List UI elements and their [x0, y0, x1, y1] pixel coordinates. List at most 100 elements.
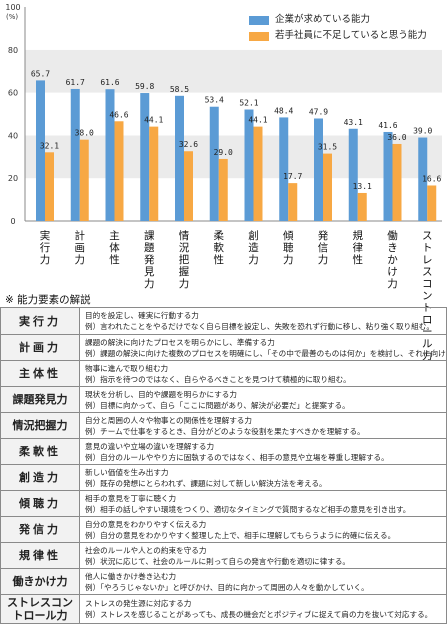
- definition-example: 例）指示を待つのではなく、自らやるべきことを見つけて積極的に取り組む。: [85, 374, 351, 384]
- bar-value-label: 32.1: [40, 141, 59, 150]
- legend-item-series-2: 若手社員に不足していると思う能力: [249, 28, 427, 44]
- definition-row: 情況把握力 自分と周囲の人々や物事との関係性を理解する力 例）チームで仕事をするとき…: [0, 412, 447, 439]
- bar-value-label: 65.7: [31, 69, 50, 78]
- bar-series-2: [427, 185, 437, 221]
- definition-description: 自分と周囲の人々や物事との関係性を理解する力 例）チームで仕事をするとき、自分がど…: [79, 412, 447, 439]
- bar-series-1: [140, 93, 150, 221]
- definition-term: 柔軟性: [0, 438, 80, 465]
- bar-series-1: [244, 109, 254, 221]
- definition-row: 課題発見力 現状を分析し、目的や課題を明らかにする力 例）目標に向かって、自ら「ここ…: [0, 386, 447, 413]
- category-label: 発 信 力: [317, 230, 329, 266]
- legend-item-series-1: 企業が求めている能力: [249, 12, 427, 28]
- definition-example: 例）相手の話しやすい環境をつくり、適切なタイミングで質問するなど相手の意見を引き…: [85, 504, 411, 514]
- bar-value-label: 46.6: [109, 110, 128, 119]
- definition-row: ストレスコン トロール力 ストレスの発生源に対応する力例）ストレスを感じることがあ…: [0, 594, 447, 624]
- definition-example: 例）課題の解決に向けた複数のプロセスを明確にし、「その中で最善のものは何か」を検…: [85, 348, 446, 358]
- definition-summary: 課題の解決に向けたプロセスを明らかにし、準備する力: [85, 337, 275, 347]
- definition-term: 実行力: [0, 307, 80, 335]
- y-tick-label: 20: [8, 174, 18, 183]
- category-label: 傾 聴 力: [283, 230, 294, 266]
- bar-chart: 0 20 40 60 80 100(%) 65.7 32.1 61.7 38.0 61.6 46.6 5…: [5, 3, 442, 226]
- bar-series-1: [418, 137, 428, 221]
- bar-series-2: [357, 192, 367, 221]
- definition-row: 働きかけ力 他人に働きかけ巻き込む力 例）「やろうじゃないか」と呼びかけ、目的に向か…: [0, 568, 447, 595]
- bar-value-label: 32.6: [179, 140, 198, 149]
- legend-label-series-1: 企業が求めている能力: [275, 14, 371, 25]
- bar-series-1: [70, 88, 80, 221]
- definition-term: 課題発見力: [0, 386, 80, 413]
- definitions-table: 実行力 目的を設定し、確実に行動する力 例）言われたことをやるだけでなく自ら目標を設…: [0, 307, 447, 624]
- definition-row: 計画力 課題の解決に向けたプロセスを明らかにし、準備する力 例）課題の解決に向けた複…: [0, 334, 447, 361]
- definition-description: 物事に進んで取り組む力 例）指示を待つのではなく、自らやるべきことを見つけて積極的…: [79, 360, 447, 387]
- definition-term: 規律性: [0, 542, 80, 569]
- definition-summary: 新しい価値を生み出す力: [85, 467, 169, 477]
- category-label: 実 行 力: [39, 230, 51, 266]
- definition-term: 発信力: [0, 516, 80, 543]
- grid-band: [25, 92, 442, 136]
- definition-summary: 現状を分析し、目的や課題を明らかにする力: [85, 389, 237, 399]
- bar-value-label: 53.4: [205, 96, 224, 105]
- bar-series-1: [314, 118, 323, 221]
- grid-band: [25, 135, 442, 179]
- y-tick-label: 40: [8, 131, 18, 140]
- definition-description: 課題の解決に向けたプロセスを明らかにし、準備する力 例）課題の解決に向けた複数のプ…: [79, 334, 447, 361]
- definition-description: 相手の意見を丁寧に聴く力 例）相手の話しやすい環境をつくり、適切なタイミングで質問…: [79, 490, 447, 517]
- definition-summary: 意見の違いや立場の違いを理解する力: [85, 441, 215, 451]
- definition-row: 発信力 自分の意見をわかりやすく伝える力 例）自分の意見をわかりやすく整理した上で、…: [0, 516, 447, 543]
- definition-summary: ストレスの発生源に対応する力: [85, 599, 192, 608]
- bar-series-2: [149, 126, 159, 221]
- y-tick-label: 0: [10, 217, 15, 226]
- definition-example: 例）目標に向かって、自ら「ここに問題があり、解決が必要だ」と提案する。: [85, 400, 350, 410]
- bar-series-2: [184, 151, 193, 221]
- bar-value-label: 61.6: [100, 78, 119, 87]
- definition-example: 例）自分の意見をわかりやすく整理した上で、相手に理解してもらうように的確に伝える…: [85, 530, 396, 540]
- category-label: 働 き か け 力: [387, 230, 398, 290]
- legend-swatch-series-1: [249, 15, 269, 25]
- definition-summary: 社会のルールや人との約束を守る力: [85, 545, 207, 555]
- category-label: 課 題 発 見 力: [144, 230, 155, 290]
- bar-value-label: 36.0: [387, 133, 406, 142]
- bar-series-2: [45, 152, 54, 221]
- legend-swatch-series-2: [249, 31, 269, 41]
- bar-series-2: [288, 183, 298, 221]
- bar-value-label: 61.7: [66, 78, 85, 87]
- definition-term: 主体性: [0, 360, 80, 387]
- bar-value-label: 39.0: [413, 127, 432, 136]
- definition-description: ストレスの発生源に対応する力例）ストレスを感じることがあっても、成長の機会だとポ…: [79, 594, 447, 624]
- bar-series-1: [348, 128, 358, 221]
- bar-series-1: [209, 106, 219, 221]
- definition-row: 実行力 目的を設定し、確実に行動する力 例）言われたことをやるだけでなく自ら目標を設…: [0, 307, 447, 335]
- definition-description: 意見の違いや立場の違いを理解する力 例）自分のルールややり方に固執するのではなく、…: [79, 438, 447, 465]
- definition-description: 新しい価値を生み出す力 例）既存の発想にとらわれず、課題に対して新しい解決方法を考…: [79, 464, 447, 491]
- category-label: 計 画 力: [74, 230, 86, 266]
- section-title: ※ 能力要素の解説: [5, 294, 91, 306]
- bar-value-label: 17.7: [283, 172, 302, 181]
- definition-example: 例）ストレスを感じることがあっても、成長の機会だとポジティブに捉えて肩の力を抜い…: [85, 610, 433, 619]
- bar-value-label: 31.5: [318, 143, 337, 152]
- definition-summary: 自分の意見をわかりやすく伝える力: [85, 519, 207, 529]
- category-label: 主 体 性: [109, 230, 120, 266]
- definition-summary: 目的を設定し、確実に行動する力: [85, 311, 199, 320]
- definition-example: 例）自分のルールややり方に固執するのではなく、相手の意見や立場を尊重し理解する。: [85, 452, 389, 462]
- bar-value-label: 52.1: [239, 99, 258, 108]
- bar-series-1: [383, 131, 393, 221]
- category-label: 情 況 把 握 力: [178, 230, 190, 290]
- definition-term: 働きかけ力: [0, 568, 80, 595]
- definition-term: ストレスコン トロール力: [0, 594, 80, 624]
- y-tick-label: 100: [5, 3, 20, 12]
- definition-description: 現状を分析し、目的や課題を明らかにする力 例）目標に向かって、自ら「ここに問題があ…: [79, 386, 447, 413]
- definition-description: 目的を設定し、確実に行動する力 例）言われたことをやるだけでなく自ら目標を設定し、…: [79, 307, 447, 335]
- category-label: 規 律 性: [352, 230, 364, 266]
- y-tick-label: 60: [8, 89, 18, 98]
- bar-value-label: 38.0: [75, 129, 94, 138]
- definition-example: 例）「やろうじゃないか」と呼びかけ、目的に向かって周囲の人々を動かしていく。: [85, 582, 369, 592]
- definition-term: 傾聴力: [0, 490, 80, 517]
- bar-series-2: [79, 139, 89, 221]
- definition-description: 自分の意見をわかりやすく伝える力 例）自分の意見をわかりやすく整理した上で、相手に…: [79, 516, 447, 543]
- chart-legend: 企業が求めている能力 若手社員に不足していると思う能力: [249, 12, 427, 44]
- bar-series-2: [114, 121, 124, 221]
- grid-band: [25, 49, 442, 93]
- definition-example: 例）チームで仕事をするとき、自分がどのような役割を果たすべきかを理解する。: [85, 426, 365, 436]
- bar-value-label: 48.4: [274, 106, 293, 115]
- bar-series-2: [218, 158, 228, 221]
